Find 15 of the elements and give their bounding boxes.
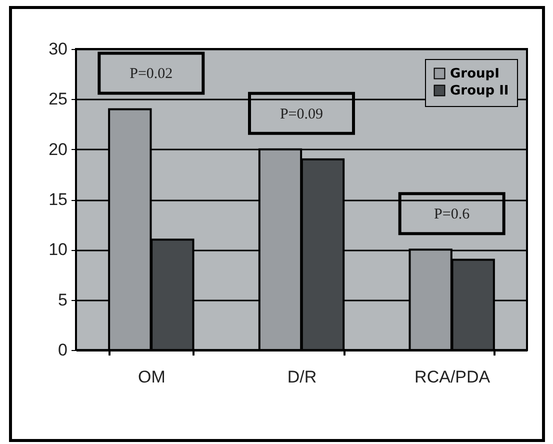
y-tick-label: 0 xyxy=(58,340,68,360)
y-tick-label: 15 xyxy=(48,190,68,209)
x-tick-label: OM xyxy=(138,368,166,386)
y-tick-label: 10 xyxy=(48,240,68,260)
legend-label: GroupI xyxy=(450,66,500,82)
y-tick-label: 30 xyxy=(48,40,68,58)
y-tick-label: 5 xyxy=(58,290,68,310)
legend-label: Group II xyxy=(450,84,509,98)
annotation: P=0.6 xyxy=(434,206,470,223)
annotation: P=0.02 xyxy=(130,66,173,82)
annotation: P=0.09 xyxy=(280,106,324,122)
x-tick-label: RCA/PDA xyxy=(414,368,491,386)
y-tick-label: 25 xyxy=(48,90,68,109)
x-tick-label: D/R xyxy=(287,368,317,386)
y-tick-label: 20 xyxy=(48,140,68,159)
